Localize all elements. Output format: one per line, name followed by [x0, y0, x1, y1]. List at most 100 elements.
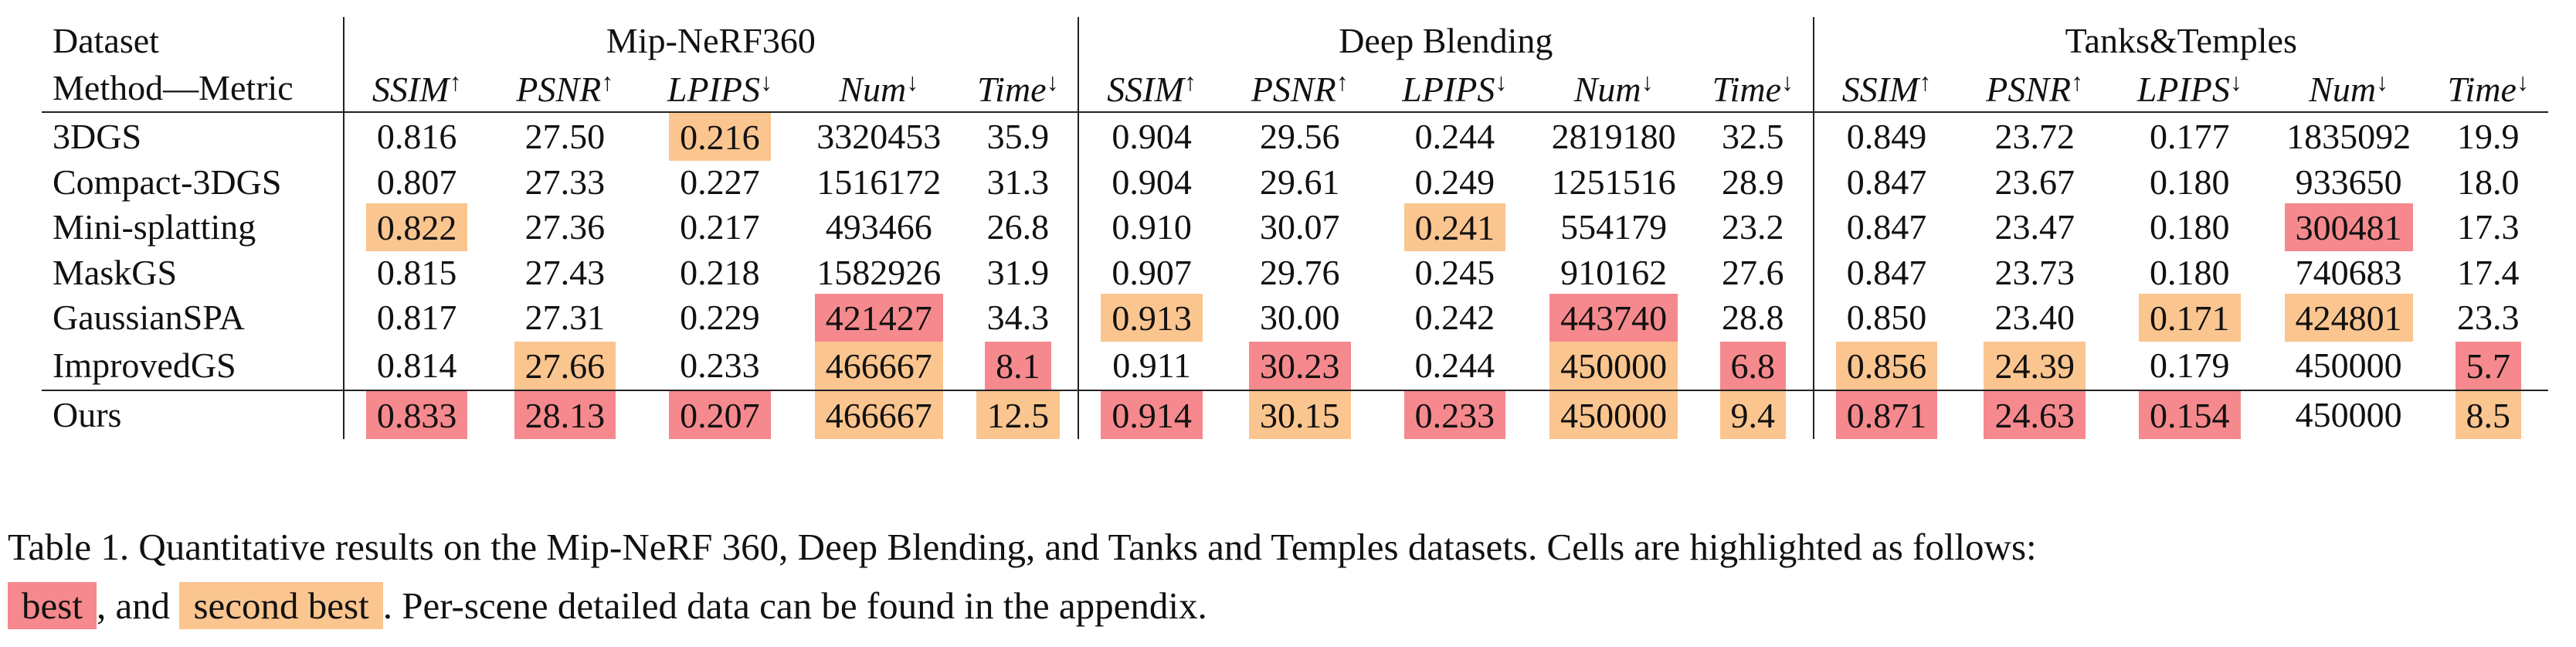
metric-header-num: Num↓: [1573, 67, 1654, 109]
cell-value: 0.227: [680, 162, 760, 202]
dataset-header-mipnerf360: Mip-NeRF360: [342, 17, 1079, 65]
table-row: GaussianSPA 0.817 27.31 0.229 421427 34.3 0.91…: [42, 294, 2548, 342]
table-cell: 0.241: [1375, 203, 1534, 251]
method-name: Ours: [53, 395, 122, 434]
metric-header-lpips: LPIPS↓: [2136, 67, 2242, 109]
cell-value: 0.216: [669, 113, 771, 161]
table-cell: 0.171: [2110, 294, 2269, 342]
table-cell: 28.8: [1693, 294, 1813, 342]
table-cell: 31.3: [959, 161, 1078, 203]
table-cell: 2819180: [1534, 112, 1693, 161]
table-cell: 6.8: [1693, 342, 1813, 390]
cell-value: 910162: [1560, 252, 1668, 292]
dataset-header-row: Dataset Mip-NeRF360 Deep Blending Tanks&…: [42, 17, 2548, 65]
metric-header-lpips: LPIPS↓: [1402, 67, 1508, 109]
table-cell: 34.3: [959, 294, 1078, 342]
cell-value: 23.67: [1994, 162, 2075, 202]
table-row: MaskGS 0.815 27.43 0.218 1582926 31.9 0.907 29.…: [42, 251, 2548, 294]
table-cell: 0.833: [342, 390, 490, 439]
cell-value: 466667: [814, 391, 943, 439]
table-cell: 0.815: [342, 251, 490, 294]
cell-value: 0.180: [2150, 162, 2230, 202]
table-cell: 8.1: [959, 342, 1078, 390]
table-cell: 0.242: [1375, 294, 1534, 342]
cell-value: 0.180: [2150, 207, 2230, 247]
cell-value: 0.154: [2139, 391, 2241, 439]
cell-value: 31.9: [986, 252, 1050, 292]
cell-value: 0.179: [2150, 346, 2230, 385]
table-cell: 0.871: [1812, 390, 1960, 439]
cell-value: 0.207: [669, 391, 771, 439]
cell-value: 27.50: [524, 117, 606, 156]
cell-value: 0.914: [1101, 391, 1203, 439]
cell-value: 0.233: [680, 346, 760, 385]
cell-value: 0.847: [1846, 162, 1927, 202]
cell-value: 29.61: [1260, 162, 1340, 202]
table-cell: 24.63: [1960, 390, 2110, 439]
cell-value: 9.4: [1719, 391, 1787, 439]
cell-value: 421427: [814, 294, 943, 342]
table-cell: 23.67: [1960, 161, 2110, 203]
cell-value: 0.218: [680, 252, 760, 292]
table-caption: Table 1. Quantitative results on the Mip…: [8, 518, 2564, 635]
method-name: Compact-3DGS: [53, 162, 282, 202]
table-cell: 30.07: [1224, 203, 1375, 251]
cell-value: 0.911: [1112, 346, 1191, 385]
table-cell: 1835092: [2269, 112, 2428, 161]
table-cell: 5.7: [2428, 342, 2548, 390]
cell-value: 0.217: [680, 207, 760, 247]
metric-header-row: Method—Metric SSIM↑ PSNR↑ LPIPS↓ Num↓ Time↓ S…: [42, 65, 2548, 112]
table-cell: 23.47: [1960, 203, 2110, 251]
metric-header-psnr: PSNR↑: [516, 67, 614, 109]
cell-value: 466667: [814, 342, 943, 390]
table-cell: 0.910: [1078, 203, 1225, 251]
table-cell: 0.814: [342, 342, 490, 390]
table-cell: 28.13: [490, 390, 640, 439]
cell-value: 1516172: [816, 162, 942, 202]
table-cell: 0.154: [2110, 390, 2269, 439]
caption-end: . Per-scene detailed data can be found i…: [382, 584, 1207, 627]
table-row: 3DGS 0.816 27.50 0.216 3320453 35.9 0.904 29.56…: [42, 112, 2548, 161]
method-metric-label: Method—Metric: [53, 68, 294, 107]
table-row: Compact-3DGS 0.807 27.33 0.227 1516172 31.3 0.…: [42, 161, 2548, 203]
table-cell: 0.180: [2110, 203, 2269, 251]
table-cell: 0.249: [1375, 161, 1534, 203]
metric-header-ssim: SSIM↑: [342, 65, 490, 112]
table-cell: 29.56: [1224, 112, 1375, 161]
table-row: Mini-splatting 0.822 27.36 0.217 493466 26.8 0…: [42, 203, 2548, 251]
table-cell: 0.856: [1812, 342, 1960, 390]
table-cell: 32.5: [1693, 112, 1813, 161]
cell-value: 0.242: [1414, 298, 1495, 337]
cell-value: 23.40: [1994, 298, 2075, 337]
table-cell: 450000: [1534, 342, 1693, 390]
table-cell: 18.0: [2428, 161, 2548, 203]
cell-value: 0.233: [1403, 391, 1506, 439]
cell-value: 29.56: [1260, 117, 1340, 156]
cell-value: 0.245: [1414, 252, 1495, 292]
table-cell: 0.911: [1078, 342, 1225, 390]
cell-value: 0.817: [376, 298, 457, 337]
table-cell: 450000: [1534, 390, 1693, 439]
table-cell: 0.233: [640, 342, 799, 390]
cell-value: 24.63: [1984, 391, 2086, 439]
dataset-header-tanks-temples: Tanks&Temples: [1812, 17, 2548, 65]
cell-value: 27.66: [514, 342, 616, 390]
cell-value: 23.73: [1994, 252, 2075, 292]
cell-value: 30.15: [1249, 391, 1351, 439]
cell-value: 0.177: [2150, 117, 2230, 156]
table-cell: 450000: [2269, 342, 2428, 390]
cell-value: 0.807: [376, 162, 457, 202]
table-cell: 0.904: [1078, 161, 1225, 203]
table-cell: 424801: [2269, 294, 2428, 342]
table-cell: 0.180: [2110, 251, 2269, 294]
cell-value: 23.47: [1994, 207, 2075, 247]
cell-value: 450000: [1549, 391, 1678, 439]
caption-line1: Table 1. Quantitative results on the Mip…: [8, 526, 2037, 568]
table-row: Ours 0.833 28.13 0.207 466667 12.5 0.914 30.15 0…: [42, 390, 2548, 439]
cell-value: 740683: [2295, 252, 2402, 292]
table-cell: 0.847: [1812, 161, 1960, 203]
cell-value: 27.31: [524, 298, 606, 337]
table-cell: 19.9: [2428, 112, 2548, 161]
table-cell: 0.227: [640, 161, 799, 203]
table-cell: 0.914: [1078, 390, 1225, 439]
